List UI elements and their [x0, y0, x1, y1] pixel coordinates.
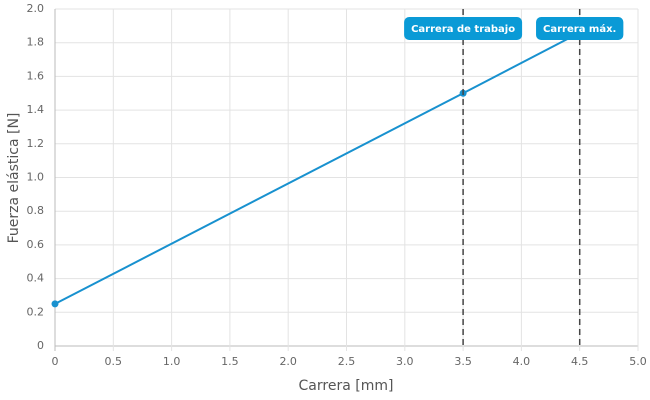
- y-tick-label: 1.6: [27, 69, 45, 82]
- x-tick-label: 2.0: [279, 355, 297, 368]
- y-tick-label: 0.4: [27, 272, 45, 285]
- x-tick-label: 0.5: [105, 355, 123, 368]
- y-tick-label: 0.2: [27, 305, 45, 318]
- y-tick-label: 0: [37, 339, 44, 352]
- data-point: [51, 300, 59, 308]
- annotation-box: [404, 17, 523, 40]
- y-tick-label: 0.8: [27, 204, 45, 217]
- y-tick-label: 1.4: [27, 103, 45, 116]
- x-tick-label: 0: [52, 355, 59, 368]
- y-tick-label: 1.8: [27, 36, 45, 49]
- x-tick-label: 1.0: [163, 355, 181, 368]
- y-axis-title: Fuerza elástica [N]: [6, 113, 22, 244]
- y-tick-label: 0.6: [27, 238, 45, 251]
- x-tick-label: 4.0: [513, 355, 531, 368]
- annotation-label: Carrera de trabajo: [411, 24, 515, 35]
- y-tick-label: 1.0: [27, 171, 45, 184]
- x-tick-label: 3.5: [454, 355, 472, 368]
- y-tick-label: 1.2: [27, 137, 45, 150]
- y-tick-label: 2.0: [27, 2, 45, 15]
- x-tick-label: 1.5: [221, 355, 239, 368]
- x-tick-label: 5.0: [629, 355, 647, 368]
- annotation-box: [536, 17, 624, 40]
- x-tick-label: 2.5: [338, 355, 356, 368]
- data-line: [54, 31, 581, 305]
- x-tick-label: 3.0: [396, 355, 414, 368]
- annotation-label: Carrera máx.: [543, 23, 616, 35]
- x-tick-label: 4.5: [571, 355, 589, 368]
- x-axis-title: Carrera [mm]: [299, 378, 394, 394]
